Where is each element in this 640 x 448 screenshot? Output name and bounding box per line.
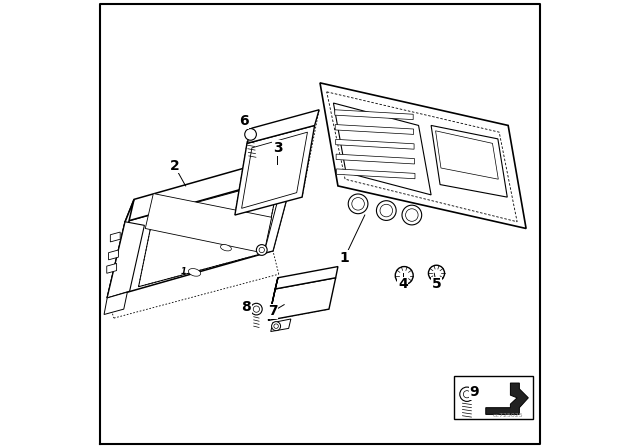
Text: 2: 2: [170, 159, 179, 173]
Polygon shape: [104, 292, 127, 314]
Polygon shape: [235, 125, 315, 215]
Circle shape: [376, 201, 396, 220]
Polygon shape: [269, 278, 278, 320]
Circle shape: [460, 387, 474, 401]
Polygon shape: [108, 222, 145, 298]
Polygon shape: [108, 175, 293, 298]
Polygon shape: [335, 125, 413, 134]
Circle shape: [253, 306, 260, 312]
Circle shape: [406, 209, 418, 221]
Polygon shape: [107, 263, 116, 273]
Circle shape: [271, 322, 280, 331]
Polygon shape: [336, 139, 414, 149]
Text: 1: 1: [340, 250, 349, 265]
Polygon shape: [264, 175, 293, 253]
Circle shape: [463, 391, 470, 398]
Circle shape: [428, 265, 445, 281]
Polygon shape: [145, 194, 271, 253]
Polygon shape: [269, 278, 336, 320]
Polygon shape: [486, 383, 529, 414]
Polygon shape: [242, 132, 307, 208]
Text: 7: 7: [268, 304, 278, 319]
Text: 1: 1: [181, 267, 187, 276]
Polygon shape: [271, 319, 291, 332]
Circle shape: [257, 245, 267, 255]
Polygon shape: [109, 250, 118, 260]
Text: 5: 5: [431, 277, 442, 292]
Polygon shape: [125, 152, 300, 222]
Bar: [454, 376, 533, 419]
Polygon shape: [431, 125, 508, 197]
Circle shape: [259, 247, 264, 253]
Polygon shape: [436, 131, 499, 179]
Polygon shape: [139, 180, 279, 287]
Ellipse shape: [188, 268, 201, 276]
Polygon shape: [337, 169, 415, 179]
Polygon shape: [108, 199, 134, 298]
Polygon shape: [335, 110, 413, 120]
Polygon shape: [336, 154, 415, 164]
Circle shape: [380, 204, 392, 217]
Text: 8: 8: [241, 300, 251, 314]
Ellipse shape: [220, 245, 232, 251]
Circle shape: [244, 129, 257, 140]
Polygon shape: [275, 267, 338, 289]
Text: 6: 6: [239, 114, 249, 128]
Text: cc725025: cc725025: [493, 413, 524, 418]
Polygon shape: [327, 92, 517, 222]
Text: 4: 4: [398, 277, 408, 292]
Circle shape: [251, 303, 262, 315]
Circle shape: [274, 324, 278, 328]
Circle shape: [352, 198, 364, 210]
Circle shape: [396, 267, 413, 284]
Polygon shape: [333, 103, 431, 195]
Polygon shape: [320, 83, 526, 228]
Polygon shape: [110, 232, 120, 242]
Polygon shape: [247, 110, 319, 143]
Circle shape: [348, 194, 368, 214]
Text: 3: 3: [273, 141, 282, 155]
Circle shape: [402, 205, 422, 225]
Text: 9: 9: [470, 385, 479, 399]
